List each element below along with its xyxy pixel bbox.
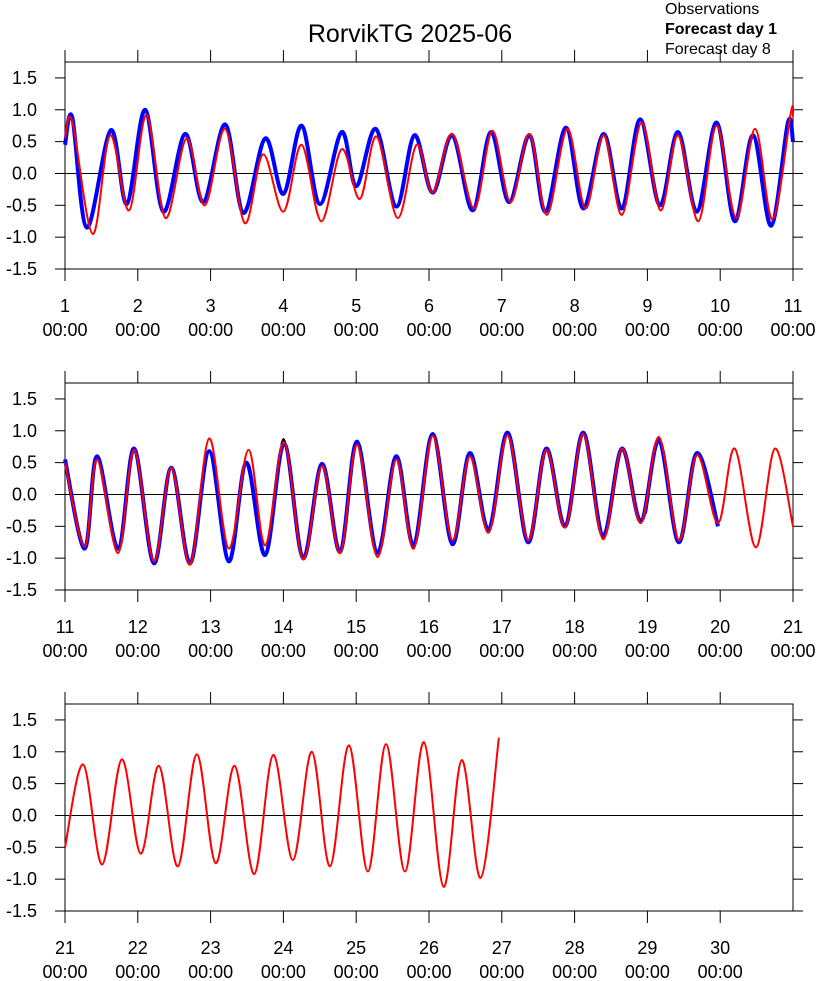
legend-entry: Forecast day 8 — [665, 41, 771, 58]
y-tick-label: 1.0 — [12, 100, 37, 120]
x-tick-label: 25 00:00 — [334, 938, 379, 981]
chart-title: RorvikTG 2025-06 — [308, 20, 512, 48]
y-tick-label: -1.0 — [6, 869, 37, 889]
y-tick-label: 1.5 — [12, 710, 37, 730]
series-line — [63, 107, 795, 230]
series-line — [64, 737, 500, 888]
x-tick-label: 16 00:00 — [406, 617, 451, 661]
y-tick-label: -0.5 — [6, 837, 37, 857]
y-tick-label: 0.0 — [12, 805, 37, 825]
x-tick-label: 17 00:00 — [479, 617, 524, 661]
x-tick-label: 22 00:00 — [115, 938, 160, 981]
plot-frame — [64, 703, 794, 912]
y-tick-label: -1.5 — [6, 901, 37, 921]
y-tick-label: 1.5 — [12, 389, 37, 409]
x-tick-label: 23 00:00 — [188, 938, 233, 981]
y-tick-label: 0.5 — [12, 453, 37, 473]
y-tick-label: 0.5 — [12, 132, 37, 152]
x-tick-label: 11 00:00 — [770, 296, 815, 340]
x-tick-label: 30 00:00 — [698, 938, 743, 981]
y-tick-label: 1.0 — [12, 421, 37, 441]
x-tick-label: 24 00:00 — [261, 938, 306, 981]
x-tick-label: 20 00:00 — [698, 617, 743, 661]
x-tick-label: 27 00:00 — [479, 938, 524, 981]
x-tick-label: 10 00:00 — [698, 296, 743, 340]
y-tick-label: -1.0 — [6, 227, 37, 247]
y-tick-label: 0.0 — [12, 163, 37, 183]
y-tick-label: -0.5 — [6, 195, 37, 215]
x-tick-label: 8 00:00 — [552, 296, 597, 340]
x-tick-label: 21 00:00 — [42, 938, 87, 981]
x-tick-label: 28 00:00 — [552, 938, 597, 981]
x-tick-label: 21 00:00 — [770, 617, 815, 661]
x-tick-label: 13 00:00 — [188, 617, 233, 661]
legend-entry: Forecast day 1 — [665, 21, 777, 38]
series-line — [64, 105, 795, 235]
x-tick-label: 14 00:00 — [261, 617, 306, 661]
x-tick-label: 2 00:00 — [115, 296, 160, 340]
y-tick-label: -1.5 — [6, 259, 37, 279]
y-tick-label: -0.5 — [6, 516, 37, 536]
y-tick-label: 1.5 — [12, 68, 37, 88]
series-line — [64, 432, 794, 566]
x-tick-label: 1 00:00 — [42, 296, 87, 340]
x-tick-label: 18 00:00 — [552, 617, 597, 661]
legend-entry: Observations — [665, 1, 759, 18]
y-tick-label: 0.5 — [12, 774, 37, 794]
x-tick-label: 5 00:00 — [334, 296, 379, 340]
x-tick-label: 4 00:00 — [261, 296, 306, 340]
y-tick-label: -1.0 — [6, 548, 37, 568]
x-tick-label: 6 00:00 — [406, 296, 451, 340]
x-tick-label: 19 00:00 — [625, 617, 670, 661]
y-tick-label: 1.0 — [12, 742, 37, 762]
x-tick-label: 3 00:00 — [188, 296, 233, 340]
y-tick-label: 0.0 — [12, 484, 37, 504]
x-tick-label: 11 00:00 — [42, 617, 87, 661]
plot-frame — [64, 382, 794, 591]
x-tick-label: 26 00:00 — [406, 938, 451, 981]
x-tick-label: 15 00:00 — [334, 617, 379, 661]
y-tick-label: -1.5 — [6, 580, 37, 600]
x-tick-label: 7 00:00 — [479, 296, 524, 340]
x-tick-label: 9 00:00 — [625, 296, 670, 340]
x-tick-label: 29 00:00 — [625, 938, 670, 981]
x-tick-label: 12 00:00 — [115, 617, 160, 661]
